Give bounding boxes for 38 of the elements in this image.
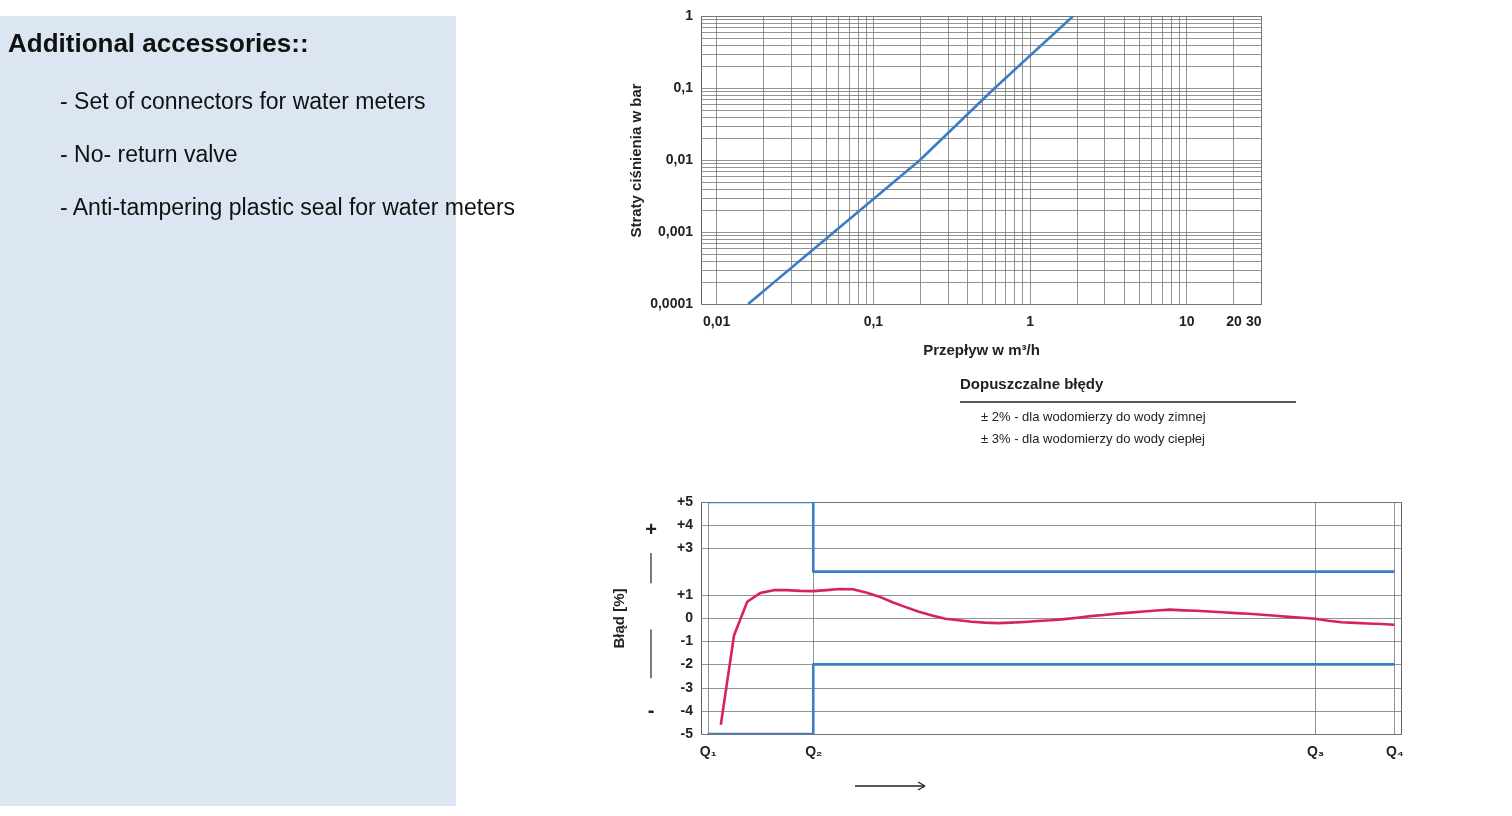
y-tick-label: +5 [677, 493, 694, 509]
x-tick-label: 30 [1245, 312, 1262, 329]
x-tick-label: Q₂ [805, 742, 823, 759]
x-tick-label: 20 [1226, 312, 1242, 329]
y-tick-label: -1 [680, 632, 694, 649]
x-tick-label: 10 [1178, 312, 1195, 329]
x-tick-label: 0,1 [863, 312, 884, 329]
x-tick-label: Q₄ [1386, 742, 1404, 759]
x-tick-label: 1 [1026, 312, 1035, 329]
text: + [645, 517, 657, 540]
text: - Set of connectors for water meters [60, 88, 426, 114]
y-axis-title: Straty ciśnienia w bar [626, 83, 644, 238]
y-tick-label: 0,001 [657, 223, 694, 239]
text: Dopuszczalne błędy [960, 375, 1105, 392]
y-tick-label: -3 [680, 678, 694, 695]
y-tick-label: +3 [677, 539, 694, 556]
x-tick-label: Q₁ [699, 742, 717, 759]
text: ± 2% - dla wodomierzy do wody zimnej [981, 409, 1206, 424]
text: - No- return valve [60, 141, 238, 167]
x-tick-label: Q₃ [1306, 742, 1325, 759]
y-axis-title: Błąd [%] [609, 588, 627, 649]
y-tick-label: -4 [680, 701, 694, 718]
y-tick-label: 0,1 [673, 79, 694, 95]
x-tick-label: 0,01 [703, 312, 731, 329]
y-tick-label: 1 [685, 7, 694, 23]
y-tick-label: 0 [685, 609, 694, 625]
x-axis-title: Przepływ w m³/h [923, 340, 1040, 358]
text: Additional accessories:: [8, 28, 309, 58]
y-tick-label: +4 [677, 516, 694, 533]
y-tick-label: 0,0001 [650, 295, 694, 311]
text: ± 3% - dla wodomierzy do wody ciepłej [981, 431, 1206, 446]
line-series [719, 587, 1396, 727]
y-tick-label: +1 [677, 585, 694, 602]
y-tick-label: -2 [680, 655, 694, 672]
text: - [647, 698, 655, 721]
y-tick-label: 0,01 [665, 151, 694, 167]
text: - Anti-tampering plastic seal for water meters [60, 194, 516, 220]
y-tick-label: -5 [680, 725, 694, 741]
